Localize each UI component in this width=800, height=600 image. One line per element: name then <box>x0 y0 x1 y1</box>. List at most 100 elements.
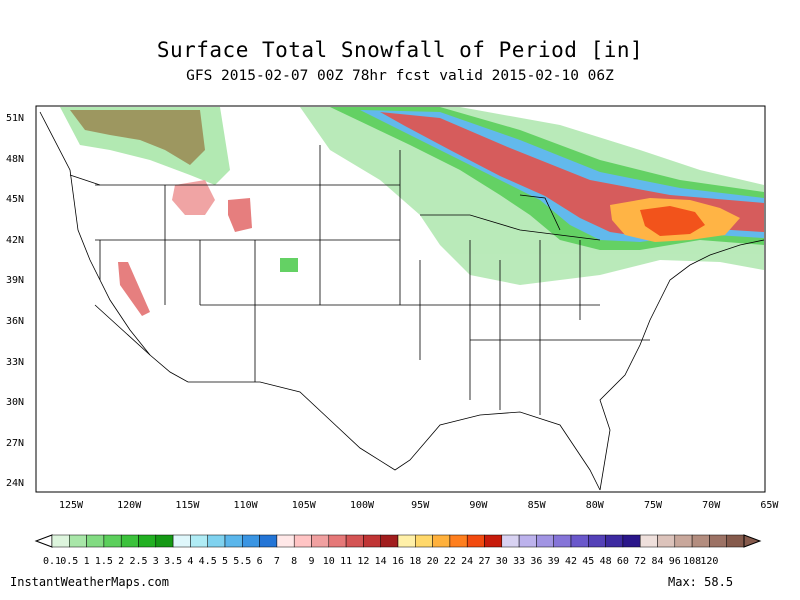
colorbar-tick-label: 24 <box>461 556 474 567</box>
colorbar-swatch <box>224 534 243 548</box>
map-title: Surface Total Snowfall of Period [in] <box>156 38 644 62</box>
colorbar-tick-label: 18 <box>409 556 422 567</box>
lat-label: 24N <box>6 478 25 490</box>
snow-west-green <box>60 107 230 185</box>
colorbar-tick-label: 4 <box>187 556 194 567</box>
colorbar-swatch <box>328 534 347 548</box>
snowfall-shading <box>60 107 764 316</box>
colorbar-tick-label: 5 <box>221 556 229 567</box>
colorbar-tick-label: 36 <box>530 556 543 567</box>
colorbar-tick-label: 60 <box>616 556 629 567</box>
lon-label: 115W <box>175 500 200 511</box>
colorbar-swatch <box>293 534 312 548</box>
map-subtitle: GFS 2015-02-07 00Z 78hr fcst valid 2015-… <box>186 68 614 84</box>
colorbar-tick-label: 8 <box>291 556 298 567</box>
colorbar-tick-label: 2.5 <box>129 556 148 567</box>
colorbar-swatch <box>639 534 658 548</box>
colorbar-tick-label: 108 <box>683 556 702 567</box>
colorbar-tick-label: 30 <box>495 556 508 567</box>
colorbar-tick-label: 9 <box>308 556 315 567</box>
snow-colorado <box>280 258 298 272</box>
colorbar-tick-label: 33 <box>513 556 526 567</box>
colorbar-tick-label: 39 <box>547 556 560 567</box>
colorbar-tick-label: 12 <box>357 556 370 567</box>
colorbar-tick-label: 0.1 <box>42 556 62 567</box>
colorbar-swatch <box>726 534 745 548</box>
colorbar-swatch <box>345 534 364 548</box>
colorbar-swatch <box>432 534 451 548</box>
colorbar-tick-label: 22 <box>443 556 456 567</box>
colorbar-tick-label: 3.5 <box>164 556 183 567</box>
colorbar-tick-label: 27 <box>478 556 491 567</box>
colorbar-swatch <box>501 534 520 548</box>
colorbar-swatch <box>259 534 278 548</box>
colorbar-swatch <box>553 534 572 548</box>
colorbar-swatch <box>484 534 503 548</box>
colorbar-tick-label: 3 <box>152 556 159 567</box>
lon-label: 65W <box>760 500 779 511</box>
colorbar-swatch <box>69 534 87 548</box>
colorbar-swatch <box>449 534 468 548</box>
colorbar-tick-label: 11 <box>340 556 353 567</box>
lon-label: 90W <box>469 500 488 511</box>
site-credit: InstantWeatherMaps.com <box>10 575 169 589</box>
colorbar-tick-label: 7 <box>273 556 280 567</box>
colorbar-swatch <box>207 534 226 548</box>
max-value: Max: 58.5 <box>668 575 733 589</box>
lon-label: 95W <box>411 500 430 511</box>
lon-label: 105W <box>291 500 316 511</box>
colorbar-tick-label: 120 <box>700 556 719 567</box>
lon-label: 85W <box>527 500 546 511</box>
colorbar <box>34 534 762 548</box>
colorbar-swatch <box>466 534 485 548</box>
colorbar-swatch <box>51 534 70 548</box>
lat-label: 39N <box>6 275 25 287</box>
colorbar-swatch <box>570 534 589 548</box>
colorbar-tick-label: 5.5 <box>233 556 252 567</box>
colorbar-tick-label: 84 <box>651 556 664 567</box>
colorbar-tick-label: 20 <box>426 556 439 567</box>
colorbar-swatch <box>518 534 537 548</box>
colorbar-tick-label: 45 <box>582 556 595 567</box>
colorbar-swatch <box>155 534 174 548</box>
colorbar-swatch <box>415 534 433 548</box>
colorbar-swatch <box>138 534 157 548</box>
colorbar-swatch <box>380 534 399 548</box>
colorbar-swatch <box>190 534 208 548</box>
max-label: Max: <box>668 575 697 589</box>
colorbar-tick-label: 14 <box>374 556 387 567</box>
colorbar-tick-label: 10 <box>322 556 335 567</box>
state-boundaries <box>39 111 765 491</box>
colorbar-swatch <box>311 534 330 548</box>
colorbar-tick-label: 72 <box>634 556 647 567</box>
lon-label: 100W <box>349 500 375 511</box>
lat-label: 42N <box>6 234 25 246</box>
colorbar-tick-label: 48 <box>599 556 612 567</box>
colorbar-swatch <box>397 534 416 548</box>
lat-label: 36N <box>6 316 25 327</box>
colorbar-swatch <box>622 534 641 548</box>
colorbar-tick-label: 42 <box>564 556 578 567</box>
snow-west-cascades <box>70 110 205 165</box>
lon-label: 80W <box>585 500 604 511</box>
colorbar-swatch <box>657 534 676 548</box>
snow-sierra <box>118 262 150 316</box>
colorbar-swatch <box>276 534 295 548</box>
colorbar-tick-label: 1 <box>83 556 90 567</box>
lon-label: 120W <box>117 500 142 511</box>
colorbar-swatch <box>103 534 122 548</box>
lat-label: 30N <box>6 397 25 409</box>
colorbar-swatch <box>691 534 710 548</box>
colorbar-tick-label: 2 <box>118 556 125 567</box>
lon-label: 70W <box>702 500 721 511</box>
colorbar-swatch <box>588 534 606 548</box>
colorbar-tick-label: 16 <box>391 556 405 567</box>
colorbar-swatch <box>86 534 105 548</box>
colorbar-swatch <box>674 534 693 548</box>
colorbar-max-arrow <box>743 534 762 548</box>
snow-wyoming <box>228 198 252 232</box>
lat-label: 48N <box>6 153 25 165</box>
colorbar-swatch <box>605 534 624 548</box>
lon-label: 125W <box>58 500 84 511</box>
lon-label: 110W <box>233 500 258 511</box>
